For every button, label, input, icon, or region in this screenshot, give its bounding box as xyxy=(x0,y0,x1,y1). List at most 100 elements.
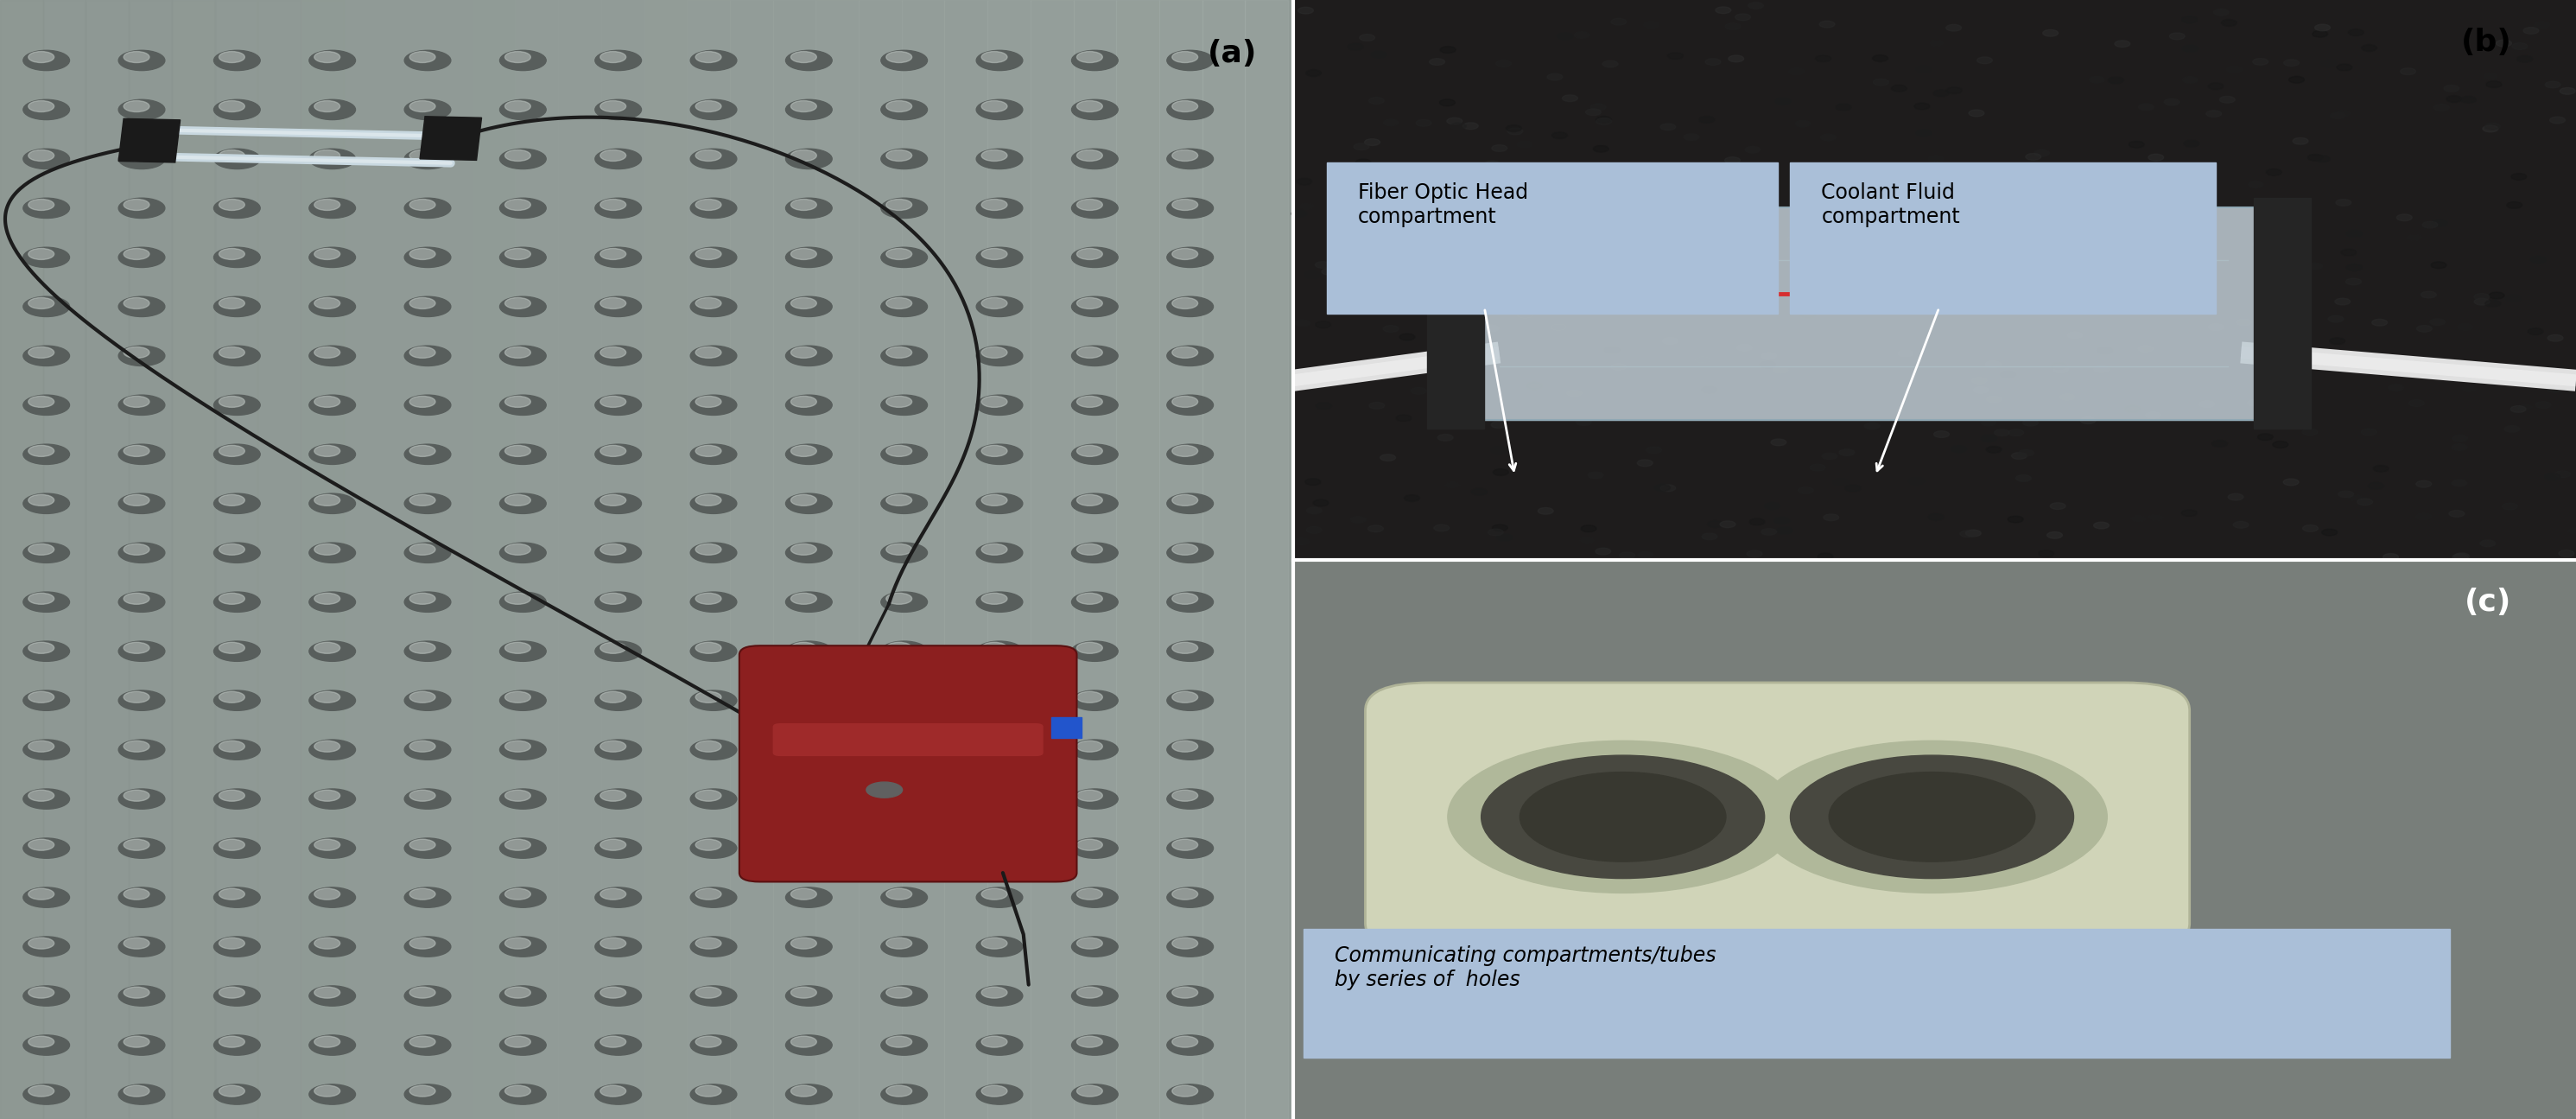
Circle shape xyxy=(1708,520,1723,527)
Circle shape xyxy=(118,297,165,317)
Circle shape xyxy=(118,493,165,514)
Circle shape xyxy=(2128,141,2143,148)
Circle shape xyxy=(1492,422,1507,429)
Circle shape xyxy=(309,838,355,858)
Circle shape xyxy=(690,247,737,267)
Circle shape xyxy=(410,1085,435,1097)
Bar xyxy=(1074,0,1115,1119)
Circle shape xyxy=(410,642,435,653)
Circle shape xyxy=(1839,449,1855,455)
Circle shape xyxy=(595,198,641,218)
Circle shape xyxy=(314,888,340,900)
Circle shape xyxy=(28,101,54,112)
Circle shape xyxy=(309,346,355,366)
Circle shape xyxy=(1072,444,1118,464)
Circle shape xyxy=(595,346,641,366)
Circle shape xyxy=(690,198,737,218)
Circle shape xyxy=(881,740,927,760)
Circle shape xyxy=(981,51,1007,63)
Circle shape xyxy=(1072,1084,1118,1104)
Circle shape xyxy=(881,543,927,563)
Circle shape xyxy=(2347,279,2362,285)
Circle shape xyxy=(2107,77,2123,84)
Circle shape xyxy=(2504,425,2519,432)
Circle shape xyxy=(214,395,260,415)
Circle shape xyxy=(1435,191,1450,198)
Circle shape xyxy=(1437,265,1453,272)
Circle shape xyxy=(1360,35,1376,41)
Circle shape xyxy=(1412,387,1427,394)
Circle shape xyxy=(410,347,435,358)
Circle shape xyxy=(124,987,149,998)
Circle shape xyxy=(500,1035,546,1055)
Circle shape xyxy=(1716,7,1731,13)
Circle shape xyxy=(786,50,832,70)
Circle shape xyxy=(791,839,817,850)
Circle shape xyxy=(1765,502,1780,509)
Circle shape xyxy=(410,544,435,555)
Circle shape xyxy=(1172,987,1198,998)
Circle shape xyxy=(214,887,260,908)
Circle shape xyxy=(1404,495,1419,501)
Circle shape xyxy=(696,150,721,161)
Circle shape xyxy=(981,1085,1007,1097)
Circle shape xyxy=(2148,514,2164,520)
FancyBboxPatch shape xyxy=(739,646,1077,882)
Circle shape xyxy=(2187,190,2202,197)
Circle shape xyxy=(1638,303,1654,310)
Circle shape xyxy=(696,199,721,210)
Circle shape xyxy=(1659,123,1674,130)
Circle shape xyxy=(124,248,149,260)
Circle shape xyxy=(1973,209,1989,216)
Circle shape xyxy=(2336,64,2352,70)
Circle shape xyxy=(2257,434,2272,441)
Circle shape xyxy=(1077,150,1103,161)
Circle shape xyxy=(595,789,641,809)
Circle shape xyxy=(1167,592,1213,612)
Circle shape xyxy=(886,347,912,358)
Circle shape xyxy=(1574,359,1589,366)
Circle shape xyxy=(1566,391,1582,397)
Circle shape xyxy=(981,741,1007,752)
Circle shape xyxy=(124,1036,149,1047)
Circle shape xyxy=(1788,236,1803,243)
Circle shape xyxy=(214,789,260,809)
Circle shape xyxy=(23,395,70,415)
Circle shape xyxy=(1517,312,1533,319)
Circle shape xyxy=(2473,299,2488,305)
Circle shape xyxy=(2506,201,2522,208)
Circle shape xyxy=(1777,527,1793,534)
Circle shape xyxy=(1077,51,1103,63)
Circle shape xyxy=(696,839,721,850)
Circle shape xyxy=(1316,262,1332,269)
Circle shape xyxy=(410,298,435,309)
Circle shape xyxy=(1172,248,1198,260)
Circle shape xyxy=(1172,199,1198,210)
Circle shape xyxy=(1837,104,1852,111)
Circle shape xyxy=(2445,85,2460,92)
Circle shape xyxy=(1736,345,1752,351)
Circle shape xyxy=(886,51,912,63)
Circle shape xyxy=(500,346,546,366)
Circle shape xyxy=(214,149,260,169)
Circle shape xyxy=(2362,429,2378,435)
Circle shape xyxy=(214,198,260,218)
Circle shape xyxy=(1368,402,1383,408)
Circle shape xyxy=(1072,395,1118,415)
Circle shape xyxy=(2066,331,2081,338)
Circle shape xyxy=(1638,460,1654,467)
Circle shape xyxy=(786,789,832,809)
Circle shape xyxy=(1172,692,1198,703)
Circle shape xyxy=(1172,839,1198,850)
Bar xyxy=(1303,929,2450,1057)
Circle shape xyxy=(1824,298,1839,304)
Circle shape xyxy=(214,690,260,711)
Circle shape xyxy=(1589,104,1605,111)
Circle shape xyxy=(2272,441,2287,448)
Bar xyxy=(1790,162,2215,313)
Circle shape xyxy=(981,888,1007,900)
Circle shape xyxy=(1479,308,1494,314)
Circle shape xyxy=(976,838,1023,858)
Circle shape xyxy=(1450,184,1466,190)
Circle shape xyxy=(600,692,626,703)
